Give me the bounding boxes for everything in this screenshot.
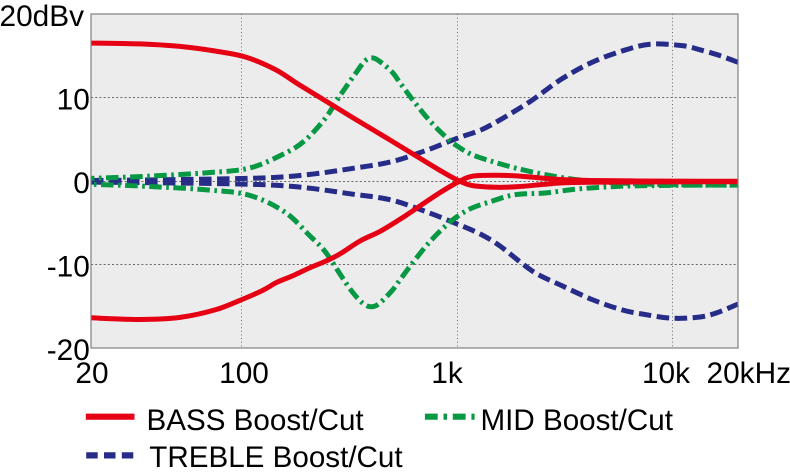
svg-text:10: 10 xyxy=(57,83,90,116)
svg-text:-10: -10 xyxy=(47,251,90,284)
svg-text:20dBv: 20dBv xyxy=(0,0,84,33)
svg-text:TREBLE Boost/Cut: TREBLE Boost/Cut xyxy=(149,441,402,474)
svg-text:-20: -20 xyxy=(47,334,90,367)
svg-text:20kHz: 20kHz xyxy=(707,357,790,390)
svg-text:10k: 10k xyxy=(642,357,690,390)
svg-text:20: 20 xyxy=(75,357,108,390)
svg-text:1k: 1k xyxy=(431,357,463,390)
svg-text:MID Boost/Cut: MID Boost/Cut xyxy=(481,404,673,437)
svg-text:100: 100 xyxy=(219,357,269,390)
svg-text:0: 0 xyxy=(73,167,90,200)
svg-text:BASS Boost/Cut: BASS Boost/Cut xyxy=(147,404,364,437)
